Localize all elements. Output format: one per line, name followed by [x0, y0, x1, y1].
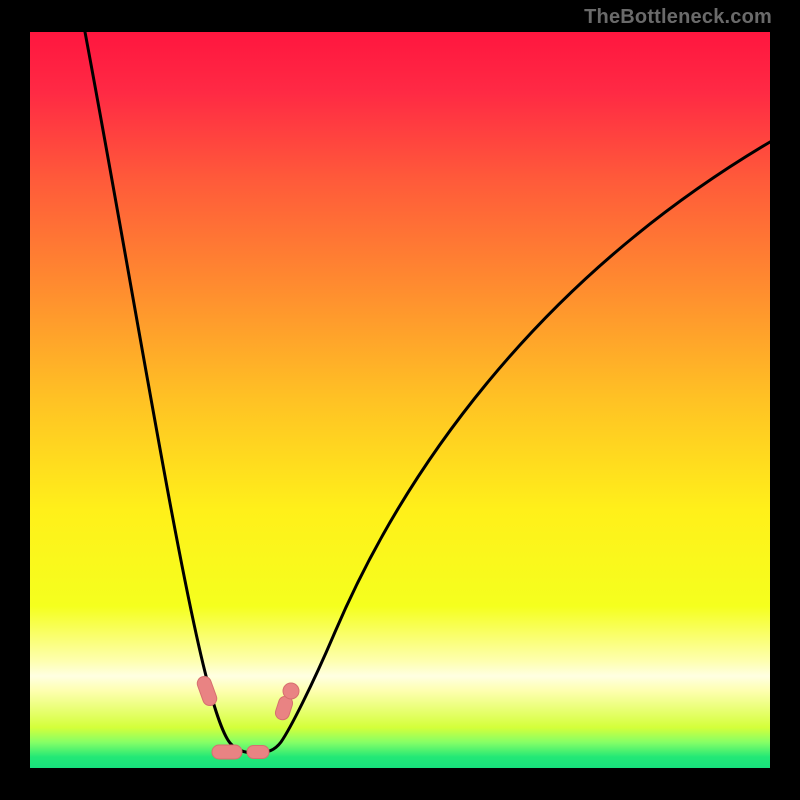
curve-layer — [30, 32, 770, 768]
bottleneck-curve — [85, 32, 770, 753]
watermark-text: TheBottleneck.com — [584, 6, 772, 29]
marker-group — [195, 675, 299, 759]
data-marker — [247, 746, 269, 759]
data-marker — [212, 745, 242, 759]
plot-area — [30, 32, 770, 768]
data-marker — [283, 683, 299, 699]
chart-frame: TheBottleneck.com — [0, 0, 800, 800]
data-marker — [195, 675, 218, 708]
